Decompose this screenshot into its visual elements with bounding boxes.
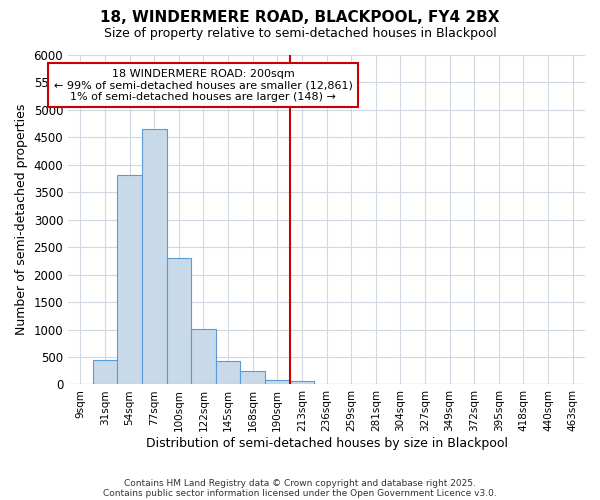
Bar	[191, 329, 216, 384]
Text: Size of property relative to semi-detached houses in Blackpool: Size of property relative to semi-detach…	[104, 28, 496, 40]
Text: Contains public sector information licensed under the Open Government Licence v3: Contains public sector information licen…	[103, 488, 497, 498]
Bar	[142, 129, 167, 384]
Bar	[216, 362, 241, 384]
Bar	[92, 360, 117, 384]
Bar	[117, 174, 142, 384]
Y-axis label: Number of semi-detached properties: Number of semi-detached properties	[15, 104, 28, 336]
X-axis label: Distribution of semi-detached houses by size in Blackpool: Distribution of semi-detached houses by …	[146, 437, 508, 450]
Bar	[265, 380, 290, 384]
Text: Contains HM Land Registry data © Crown copyright and database right 2025.: Contains HM Land Registry data © Crown c…	[124, 478, 476, 488]
Bar	[241, 372, 265, 384]
Text: 18, WINDERMERE ROAD, BLACKPOOL, FY4 2BX: 18, WINDERMERE ROAD, BLACKPOOL, FY4 2BX	[100, 10, 500, 25]
Bar	[167, 258, 191, 384]
Bar	[290, 381, 314, 384]
Text: 18 WINDERMERE ROAD: 200sqm
← 99% of semi-detached houses are smaller (12,861)
1%: 18 WINDERMERE ROAD: 200sqm ← 99% of semi…	[54, 68, 353, 102]
